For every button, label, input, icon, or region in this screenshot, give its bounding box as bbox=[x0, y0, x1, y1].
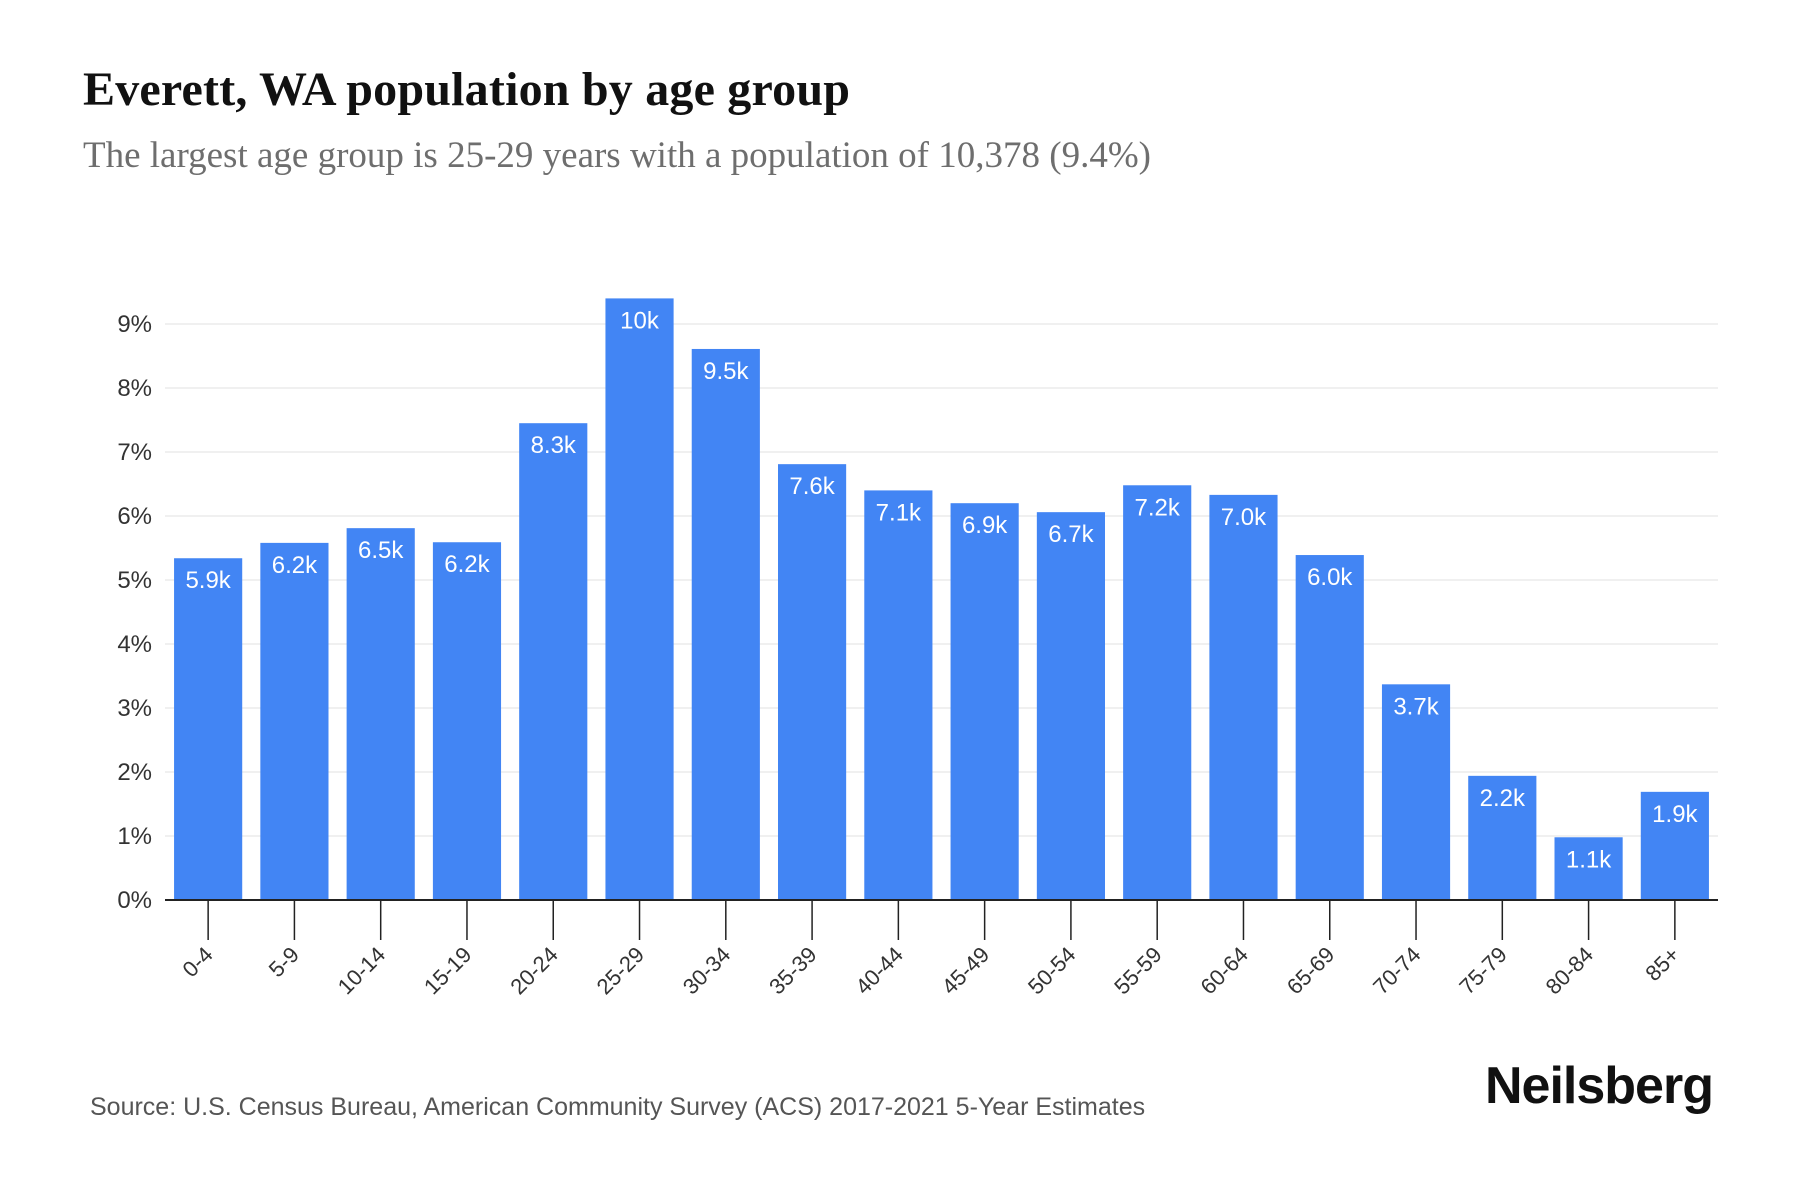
bar bbox=[346, 528, 415, 900]
bar-value-label: 9.5k bbox=[703, 358, 749, 385]
x-tick-label: 20-24 bbox=[505, 942, 562, 999]
bar-value-label: 6.2k bbox=[444, 551, 490, 578]
gridlines bbox=[165, 323, 1718, 837]
x-tick-label: 65-69 bbox=[1282, 942, 1339, 999]
bar bbox=[778, 464, 847, 900]
y-tick-label: 5% bbox=[117, 567, 152, 594]
bar bbox=[950, 503, 1019, 900]
y-axis: 0% 1% 2% 3% 4% 5% 6% 7% 8% 9% bbox=[117, 311, 152, 914]
bar-value-label: 7.6k bbox=[789, 473, 835, 500]
y-tick-label: 2% bbox=[117, 759, 152, 786]
x-axis: 0-4 5-9 10-14 15-19 20-24 25-29 30-34 35-39 40-4… bbox=[165, 899, 1718, 999]
brand-logo: Neilsberg bbox=[1485, 1057, 1714, 1115]
bar bbox=[1554, 837, 1623, 900]
x-tick-label: 30-34 bbox=[678, 942, 735, 999]
bar bbox=[432, 542, 502, 900]
bar-value-label: 7.0k bbox=[1221, 504, 1267, 531]
x-tick-label: 45-49 bbox=[937, 942, 994, 999]
bar-value-label: 7.1k bbox=[876, 499, 922, 526]
bar-value-label: 6.9k bbox=[962, 512, 1008, 539]
bar-value-label: 8.3k bbox=[531, 432, 577, 459]
chart-title: Everett, WA population by age group bbox=[83, 63, 851, 116]
bar bbox=[1209, 494, 1278, 900]
x-tick-label: 25-29 bbox=[592, 942, 649, 999]
bar bbox=[691, 348, 760, 901]
chart-subtitle: The largest age group is 25-29 years wit… bbox=[83, 135, 1151, 176]
bar bbox=[1123, 485, 1192, 900]
bar-value-label: 7.2k bbox=[1135, 494, 1181, 521]
bar bbox=[1036, 512, 1105, 900]
x-tick-label: 60-64 bbox=[1196, 942, 1253, 999]
source-note: Source: U.S. Census Bureau, American Com… bbox=[90, 1093, 1146, 1121]
bar-value-label: 6.0k bbox=[1307, 564, 1353, 591]
y-tick-label: 9% bbox=[117, 311, 152, 338]
y-tick-label: 6% bbox=[117, 503, 152, 530]
bar-value-label: 10k bbox=[620, 307, 660, 334]
bar bbox=[1295, 555, 1364, 900]
bar-value-label: 6.2k bbox=[272, 552, 318, 579]
bar bbox=[1468, 775, 1537, 900]
y-tick-label: 4% bbox=[117, 631, 152, 658]
x-tick-label: 5-9 bbox=[264, 942, 304, 982]
y-tick-label: 0% bbox=[117, 887, 152, 914]
bars: 5.9k 6.2k 6.5k 6.2k 8.3k 10k 9.5k 7.6k 7.1k 6.9k 6… bbox=[174, 298, 1709, 901]
x-tick-label: 40-44 bbox=[850, 942, 907, 999]
x-tick-label: 55-59 bbox=[1109, 942, 1166, 999]
bar-value-label: 2.2k bbox=[1480, 785, 1526, 812]
bar-value-label: 6.7k bbox=[1048, 521, 1094, 548]
x-tick-label: 50-54 bbox=[1023, 942, 1080, 999]
y-tick-label: 8% bbox=[117, 375, 152, 402]
bar bbox=[605, 298, 674, 900]
x-tick-label: 15-19 bbox=[419, 942, 476, 999]
bar bbox=[864, 490, 933, 900]
x-tick-label: 10-14 bbox=[333, 942, 390, 999]
x-tick-label: 0-4 bbox=[178, 942, 218, 982]
x-tick-label: 70-74 bbox=[1368, 942, 1425, 999]
y-tick-label: 3% bbox=[117, 695, 152, 722]
bar-value-label: 1.9k bbox=[1652, 801, 1698, 828]
bar bbox=[174, 558, 243, 900]
x-tick-label: 80-84 bbox=[1541, 942, 1598, 999]
bar bbox=[1640, 791, 1709, 900]
bar bbox=[519, 423, 588, 900]
bar-value-label: 6.5k bbox=[358, 537, 404, 564]
x-tick-label: 85+ bbox=[1640, 942, 1684, 986]
x-tick-label: 75-79 bbox=[1454, 942, 1511, 999]
y-tick-label: 1% bbox=[117, 823, 152, 850]
bar bbox=[1381, 684, 1451, 900]
bar-value-label: 3.7k bbox=[1393, 693, 1439, 720]
bar bbox=[260, 542, 329, 900]
bar-value-label: 1.1k bbox=[1566, 846, 1612, 873]
bar-value-label: 5.9k bbox=[185, 567, 231, 594]
x-tick-label: 35-39 bbox=[764, 942, 821, 999]
y-tick-label: 7% bbox=[117, 439, 152, 466]
